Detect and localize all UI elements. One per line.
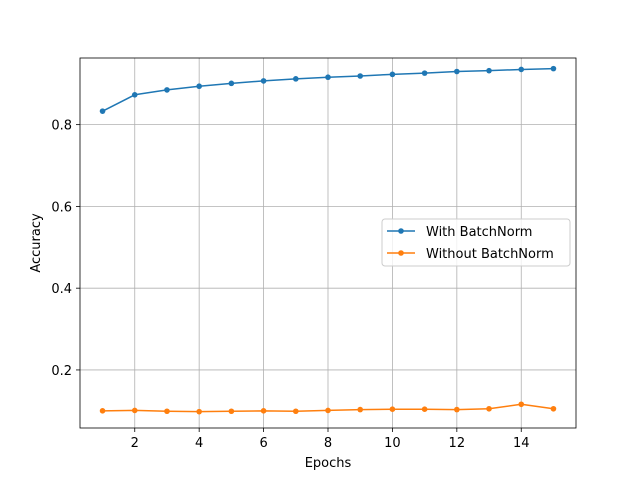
data-point: [389, 71, 396, 78]
data-point: [550, 405, 557, 412]
y-axis-title: Accuracy: [29, 213, 44, 273]
x-tick-label: 12: [449, 436, 466, 451]
data-point: [421, 406, 428, 412]
data-point: [131, 407, 138, 414]
axis-ticks: 2 4 6 8 10 12 14 0.2 0.4 0.6 0.8: [51, 119, 529, 451]
legend-box: [381, 218, 571, 267]
x-tick-label: 14: [513, 436, 530, 451]
y-tick-label: 0.2: [51, 364, 72, 379]
data-point: [518, 66, 525, 73]
data-point: [196, 83, 202, 90]
series-0: [99, 65, 557, 114]
legend-swatch-marker: [398, 250, 404, 256]
data-point: [99, 408, 106, 414]
data-point: [292, 76, 299, 82]
data-point: [389, 406, 396, 412]
x-tick-label: 8: [324, 436, 332, 451]
series-layer: [99, 65, 557, 415]
data-point: [131, 91, 138, 98]
data-point: [99, 108, 106, 114]
y-tick-label: 0.6: [51, 200, 72, 215]
data-point: [196, 408, 202, 415]
data-point: [164, 408, 170, 415]
x-tick-label: 4: [195, 436, 203, 451]
data-point: [228, 80, 235, 87]
x-axis-title: Epochs: [305, 456, 352, 471]
data-point: [260, 78, 267, 84]
x-tick-label: 6: [259, 436, 267, 451]
data-point: [454, 68, 460, 75]
data-point: [164, 87, 170, 93]
data-point: [486, 405, 492, 412]
legend-label: With BatchNorm: [426, 225, 532, 240]
legend-swatch-marker: [398, 228, 404, 234]
data-point: [292, 408, 299, 415]
data-point: [421, 70, 428, 76]
data-point: [325, 407, 331, 414]
legend-label: Without BatchNorm: [426, 247, 554, 262]
data-point: [486, 67, 492, 74]
data-point: [228, 408, 235, 415]
data-point: [260, 408, 267, 414]
y-tick-label: 0.8: [51, 119, 72, 134]
series-1: [99, 401, 557, 415]
data-point: [325, 74, 331, 81]
data-point: [357, 406, 364, 413]
data-point: [454, 406, 460, 413]
x-tick-label: 2: [131, 436, 139, 451]
data-point: [357, 73, 364, 79]
y-tick-label: 0.4: [51, 282, 72, 297]
data-point: [550, 65, 557, 72]
data-point: [518, 401, 525, 408]
legend: With BatchNorm Without BatchNorm: [381, 218, 571, 267]
x-tick-label: 10: [384, 436, 401, 451]
